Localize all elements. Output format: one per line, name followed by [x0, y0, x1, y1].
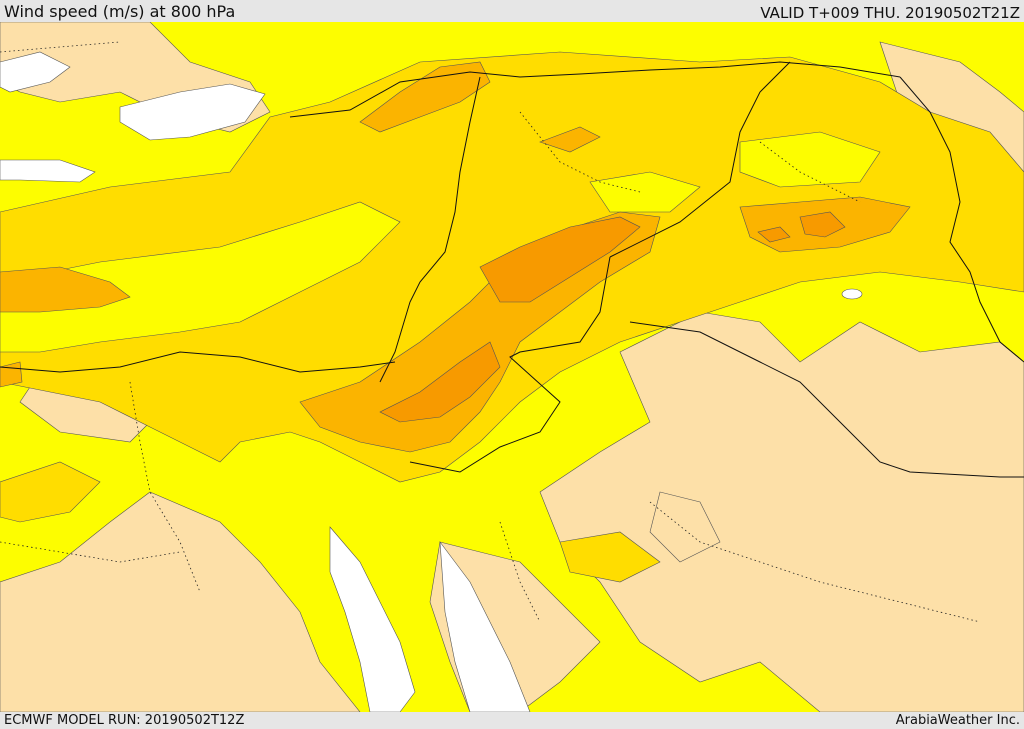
model-run: ECMWF MODEL RUN: 20190502T12Z — [4, 713, 245, 728]
admin-boundaries — [0, 41, 981, 623]
header-bar: Wind speed (m/s) at 800 hPa VALID T+009 … — [0, 0, 1024, 22]
wind-speed-map[interactable] — [0, 22, 1024, 712]
footer-bar: ECMWF MODEL RUN: 20190502T12Z ArabiaWeat… — [0, 712, 1024, 729]
borders — [0, 61, 1024, 478]
moderate-pockets — [0, 131, 881, 353]
map-canvas — [0, 22, 1024, 712]
very-strong-wind-cores — [379, 211, 846, 423]
credit-label: ArabiaWeather Inc. — [895, 713, 1020, 728]
map-title: Wind speed (m/s) at 800 hPa — [4, 2, 236, 21]
calm-areas — [0, 51, 863, 712]
valid-time: VALID T+009 THU. 20190502T21Z — [760, 4, 1020, 22]
